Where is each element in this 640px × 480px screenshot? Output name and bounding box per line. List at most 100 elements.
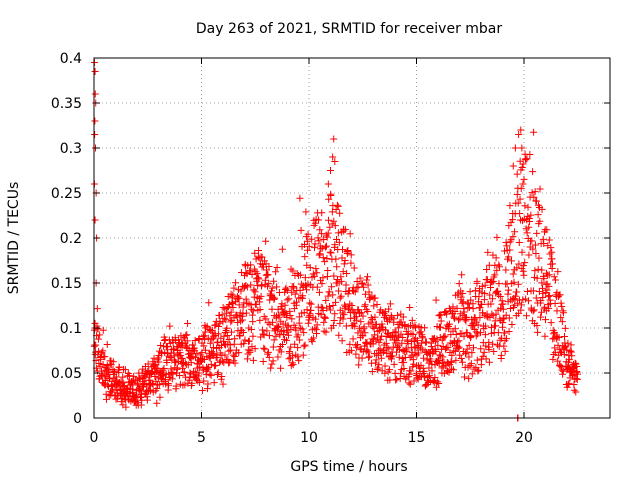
data-point — [327, 249, 335, 257]
data-point — [529, 168, 537, 176]
data-point — [418, 339, 426, 347]
data-point — [371, 331, 379, 339]
data-point — [293, 298, 301, 306]
data-point — [235, 294, 243, 302]
data-point — [295, 313, 303, 321]
data-point — [422, 338, 430, 346]
data-point — [361, 301, 369, 309]
data-point — [365, 352, 373, 360]
data-point — [376, 345, 384, 353]
data-point — [445, 320, 453, 328]
data-markers — [90, 59, 582, 422]
data-point — [560, 333, 568, 341]
data-point — [194, 372, 202, 380]
data-point — [523, 155, 531, 163]
data-point — [233, 293, 241, 301]
data-point — [445, 325, 453, 333]
data-point — [395, 345, 403, 353]
data-point — [356, 345, 364, 353]
data-point — [200, 377, 208, 385]
data-point — [339, 309, 347, 317]
data-point — [227, 308, 235, 316]
data-point — [187, 359, 195, 367]
data-point — [125, 372, 133, 380]
data-point — [463, 345, 471, 353]
data-point — [305, 242, 313, 250]
data-point — [499, 319, 507, 327]
data-point — [486, 284, 494, 292]
data-point — [303, 237, 311, 245]
data-point — [335, 331, 343, 339]
data-point — [516, 209, 524, 217]
data-point — [468, 349, 476, 357]
data-point — [533, 274, 541, 282]
data-point — [319, 307, 327, 315]
data-point — [96, 331, 104, 339]
data-point — [502, 266, 510, 274]
data-point — [343, 269, 351, 277]
data-point — [332, 298, 340, 306]
data-point — [247, 281, 255, 289]
data-point — [235, 301, 243, 309]
data-point — [527, 211, 535, 219]
data-point — [394, 324, 402, 332]
data-point — [307, 307, 315, 314]
data-point — [294, 344, 302, 352]
data-point — [513, 264, 521, 272]
data-point — [467, 360, 475, 368]
data-point — [287, 325, 295, 333]
data-point — [522, 156, 530, 164]
data-point — [315, 237, 323, 245]
data-point — [117, 398, 125, 406]
data-point — [475, 366, 483, 374]
data-point — [515, 239, 523, 247]
data-point — [334, 202, 342, 210]
data-point — [521, 259, 529, 267]
data-point — [465, 341, 473, 349]
data-point — [500, 342, 508, 350]
data-point — [201, 335, 209, 343]
data-point — [385, 305, 393, 313]
data-point — [355, 361, 363, 369]
data-point — [444, 367, 452, 375]
data-point — [267, 364, 275, 372]
data-point — [390, 315, 398, 323]
data-point — [231, 335, 239, 343]
data-point — [313, 330, 321, 338]
data-point — [206, 339, 214, 347]
data-point — [449, 303, 457, 311]
data-point — [298, 325, 306, 333]
data-point — [339, 315, 347, 323]
data-point — [291, 340, 299, 348]
data-point — [104, 381, 112, 389]
data-point — [300, 309, 308, 317]
data-point — [111, 368, 119, 376]
data-point — [249, 332, 257, 340]
data-point — [374, 327, 382, 335]
data-point — [157, 342, 165, 350]
data-point — [371, 294, 379, 302]
data-point — [156, 393, 164, 401]
data-point — [347, 346, 355, 354]
data-point — [529, 245, 537, 253]
data-point — [258, 253, 266, 261]
data-point — [326, 303, 334, 311]
data-point — [520, 271, 528, 279]
data-point — [346, 340, 354, 348]
y-axis-label: SRMTID / TECUs — [6, 182, 22, 295]
data-point — [365, 288, 373, 296]
data-point — [514, 280, 522, 288]
data-point — [318, 280, 326, 288]
data-point — [460, 373, 468, 381]
data-point — [318, 230, 326, 238]
data-point — [435, 360, 443, 368]
data-point — [456, 351, 464, 359]
data-point — [338, 337, 346, 345]
data-point — [295, 357, 303, 365]
data-point — [329, 322, 337, 330]
data-point — [165, 381, 173, 389]
data-point — [478, 301, 486, 309]
data-point — [200, 342, 208, 350]
data-point — [260, 331, 268, 339]
data-point — [524, 297, 532, 305]
